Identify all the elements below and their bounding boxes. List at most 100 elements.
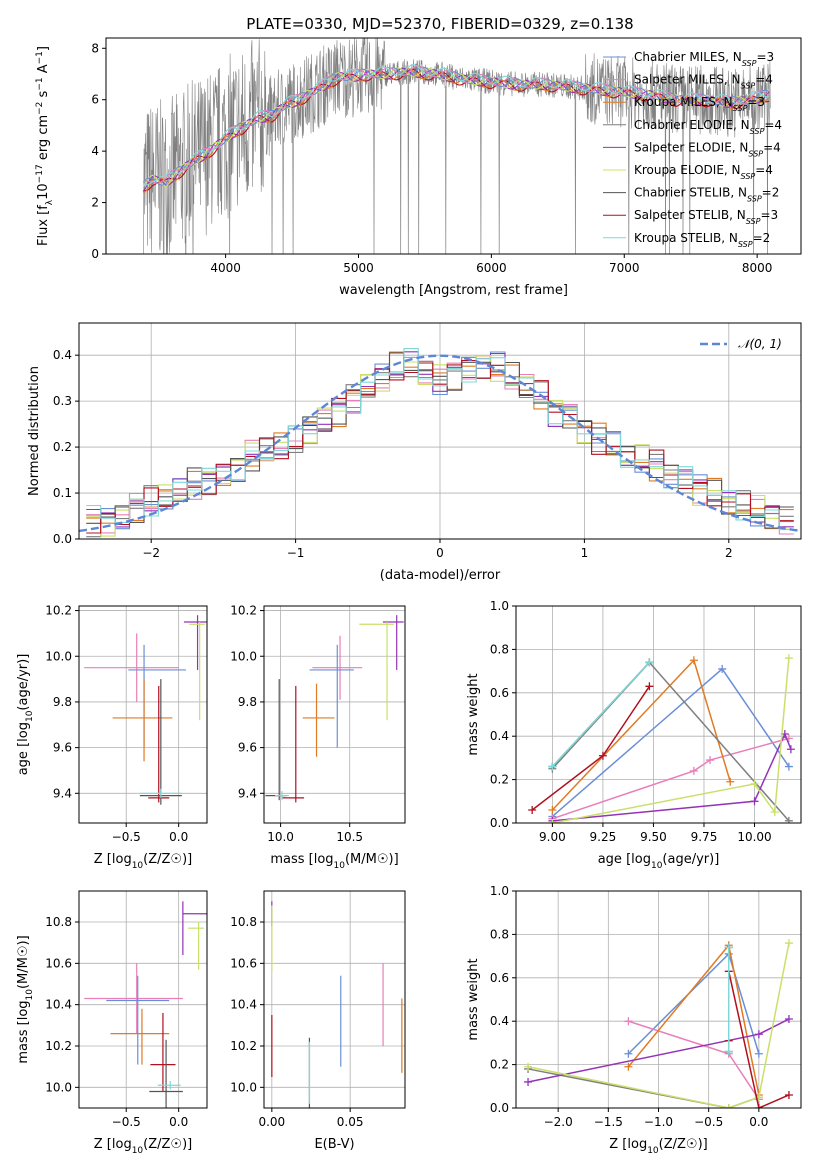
x-tick-label: 0.00 bbox=[258, 1115, 285, 1129]
plus-marker bbox=[750, 797, 759, 806]
plot-area-mass_vs_Z bbox=[79, 891, 207, 1108]
plus-marker bbox=[528, 805, 537, 814]
normal-curve bbox=[79, 354, 801, 533]
x-tick-label: 0.0 bbox=[749, 1115, 768, 1129]
legend-label: Kroupa MILES, NSSP=3 bbox=[634, 95, 765, 113]
series-line bbox=[552, 732, 792, 822]
plus-marker bbox=[645, 658, 654, 667]
panel-age_vs_mass: 10.0 10.5 9.4 9.6 9.8 10.0 10.2 mass [log10(M/M… bbox=[230, 604, 406, 871]
plus-marker bbox=[754, 1030, 763, 1039]
y-tick-label: 9.4 bbox=[238, 786, 257, 800]
histogram-step bbox=[86, 356, 794, 538]
spectrum-legend: Chabrier MILES, NSSP=3 Salpeter MILES, NS… bbox=[603, 50, 782, 248]
plus-marker bbox=[624, 1017, 633, 1026]
panel-mass_vs_ebv: 0.00 0.05 10.0 10.2 10.4 10.6 10.8 E(B-V) bbox=[230, 890, 406, 1152]
y-tick-label: 0.4 bbox=[490, 729, 509, 743]
legend-label: Chabrier MILES, NSSP=3 bbox=[634, 50, 774, 68]
plus-marker bbox=[784, 654, 793, 663]
plus-marker bbox=[624, 1062, 633, 1071]
y-axis-label: mass weight bbox=[466, 673, 481, 755]
y-tick-label: 0.6 bbox=[490, 971, 509, 985]
plus-marker bbox=[689, 766, 698, 775]
x-tick-label: −0.5 bbox=[112, 830, 141, 844]
legend-label: Chabrier STELIB, NSSP=2 bbox=[634, 186, 779, 204]
legend-label: Kroupa STELIB, NSSP=2 bbox=[634, 231, 770, 249]
y-tick-label: 10.2 bbox=[230, 1039, 257, 1053]
legend-label: Salpeter ELODIE, NSSP=4 bbox=[634, 140, 781, 158]
x-tick-label: 6000 bbox=[476, 261, 507, 275]
y-tick-label: 10.0 bbox=[230, 649, 257, 663]
plus-marker bbox=[724, 1047, 733, 1056]
y-tick-label: 0.8 bbox=[490, 642, 509, 656]
plus-marker bbox=[784, 1090, 793, 1099]
x-tick-label: −2 bbox=[142, 546, 160, 560]
plus-marker bbox=[524, 1062, 533, 1071]
x-tick-label: 9.50 bbox=[640, 830, 667, 844]
y-tick-label: 0.4 bbox=[490, 1014, 509, 1028]
x-tick-label: −0.5 bbox=[694, 1115, 723, 1129]
y-tick-label: 0 bbox=[91, 247, 99, 261]
y-axis-label: mass weight bbox=[466, 958, 481, 1040]
x-tick-label: −2.0 bbox=[544, 1115, 573, 1129]
plus-marker bbox=[726, 777, 735, 786]
x-tick-label: −1.0 bbox=[644, 1115, 673, 1129]
plus-marker bbox=[786, 745, 795, 754]
x-tick-label: 10.5 bbox=[336, 830, 363, 844]
y-tick-label: 10.8 bbox=[230, 915, 257, 929]
x-tick-label: 0.0 bbox=[169, 1115, 188, 1129]
panel-residuals: −2 −1 0 1 2 0.0 0.1 0.2 0.3 0.4 𝒩(0, 1) (data-model… bbox=[27, 322, 802, 583]
y-tick-label: 8 bbox=[91, 41, 99, 55]
y-tick-label: 9.8 bbox=[238, 695, 257, 709]
series-line bbox=[552, 737, 790, 820]
model-spectrum bbox=[142, 67, 770, 188]
y-tick-label: 10.2 bbox=[45, 604, 72, 618]
plot-area-mass_vs_ebv bbox=[264, 891, 405, 1108]
x-axis-label: Z [log10(Z/Z☉)] bbox=[94, 852, 192, 871]
y-tick-label: 1.0 bbox=[490, 884, 509, 898]
series-line bbox=[551, 661, 650, 768]
series-line bbox=[527, 942, 790, 1108]
series-line bbox=[628, 1020, 760, 1100]
plus-marker bbox=[784, 1015, 793, 1024]
x-axis-label: Z [log10(Z/Z☉)] bbox=[94, 1137, 192, 1156]
x-axis-label: E(B-V) bbox=[314, 1137, 354, 1152]
y-tick-label: 0.0 bbox=[53, 532, 72, 546]
legend-label: Chabrier ELODIE, NSSP=4 bbox=[634, 118, 782, 136]
y-tick-label: 9.6 bbox=[238, 741, 257, 755]
series-line bbox=[551, 661, 790, 822]
panel-spectrum: 4000 5000 6000 7000 8000 0 2 4 6 8 wavelength [Ang… bbox=[35, 37, 802, 298]
x-tick-label: −1.5 bbox=[594, 1115, 623, 1129]
y-tick-label: 10.8 bbox=[45, 915, 72, 929]
y-tick-label: 9.8 bbox=[53, 695, 72, 709]
y-axis-label: mass [log10(M/M☉)] bbox=[16, 935, 35, 1063]
plus-marker bbox=[718, 664, 727, 673]
plus-marker bbox=[754, 1049, 763, 1058]
y-axis-label: age [log10(age/yr)] bbox=[16, 654, 35, 776]
x-tick-label: −1 bbox=[287, 546, 305, 560]
legend-label: 𝒩(0, 1) bbox=[738, 337, 782, 351]
y-tick-label: 0.0 bbox=[490, 816, 509, 830]
panel-age_vs_Z: −0.5 0.0 9.4 9.6 9.8 10.0 10.2 Z [log10(Z/Z☉)] a… bbox=[16, 604, 208, 871]
plus-marker bbox=[784, 816, 793, 823]
figure-title: PLATE=0330, MJD=52370, FIBERID=0329, z=0… bbox=[246, 15, 633, 33]
axes-frame bbox=[263, 605, 406, 824]
x-tick-label: 0.0 bbox=[169, 830, 188, 844]
x-tick-label: 7000 bbox=[609, 261, 640, 275]
y-tick-label: 0.3 bbox=[53, 394, 72, 408]
y-tick-label: 0.6 bbox=[490, 686, 509, 700]
plus-marker bbox=[784, 939, 793, 948]
plus-marker bbox=[624, 1049, 633, 1058]
model-spectrum bbox=[143, 64, 770, 186]
model-spectrum bbox=[142, 68, 770, 194]
x-tick-label: 8000 bbox=[742, 261, 773, 275]
y-tick-label: 10.6 bbox=[45, 956, 72, 970]
x-axis-label: Z [log10(Z/Z☉)] bbox=[609, 1137, 707, 1156]
plot-area-residuals bbox=[79, 323, 801, 539]
plus-marker bbox=[754, 1104, 763, 1108]
plus-marker bbox=[724, 943, 733, 952]
axes-frame bbox=[78, 890, 208, 1109]
x-tick-label: 9.75 bbox=[691, 830, 718, 844]
x-axis-label: (data-model)/error bbox=[380, 568, 501, 583]
plot-area-weight_vs_Z bbox=[516, 891, 801, 1108]
plot-area-spectrum bbox=[142, 38, 771, 254]
